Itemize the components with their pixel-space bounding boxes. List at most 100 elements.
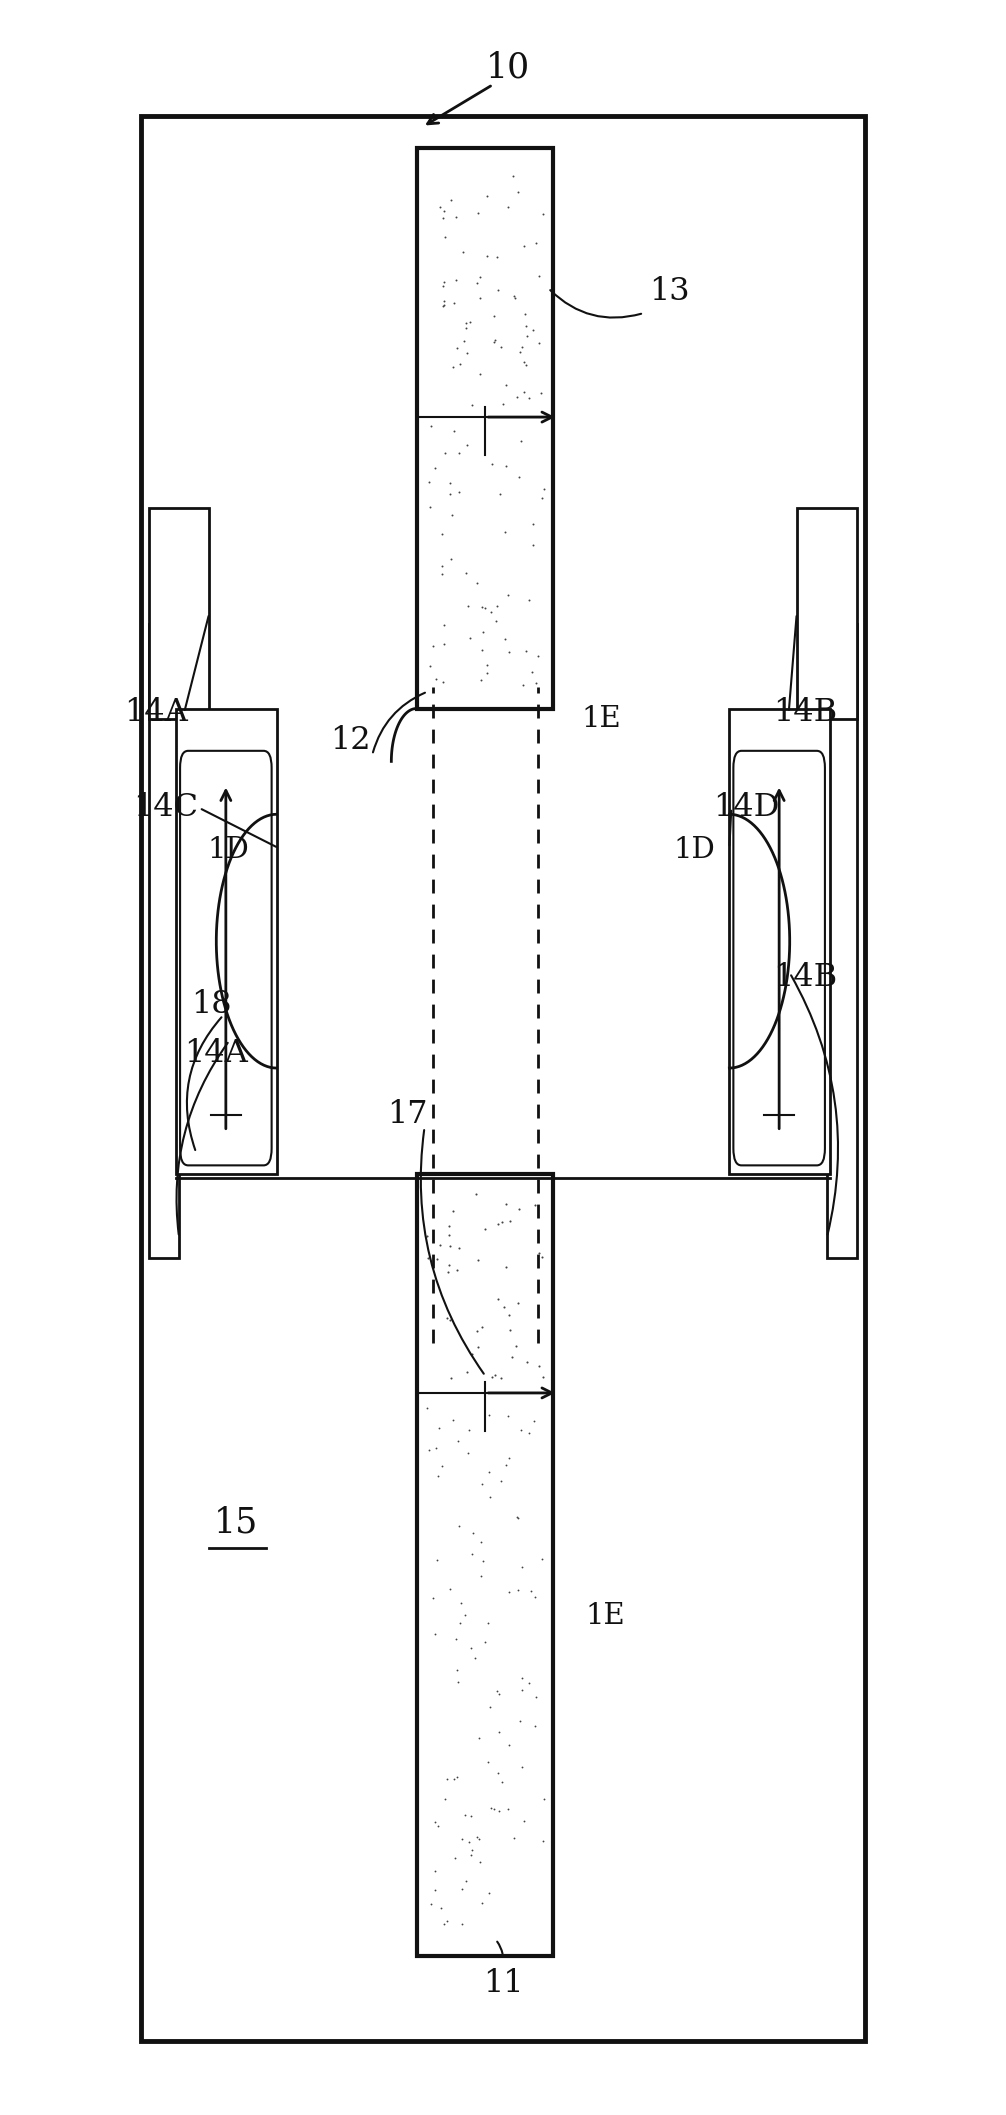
Point [469, 1313, 485, 1347]
Point [516, 1804, 532, 1838]
Point [423, 408, 439, 442]
Point [475, 1544, 491, 1578]
Point [465, 1834, 481, 1868]
Point [481, 1398, 497, 1432]
Point [517, 298, 533, 332]
Point [434, 558, 450, 592]
Point [455, 235, 471, 269]
Point [423, 491, 439, 525]
Point [524, 656, 540, 689]
Text: 1D: 1D [673, 835, 715, 865]
Point [483, 1791, 499, 1825]
Point [496, 1290, 512, 1324]
Point [534, 1542, 550, 1576]
Polygon shape [729, 709, 830, 1174]
Text: 18: 18 [191, 990, 231, 1019]
Point [493, 330, 509, 364]
Point [477, 1212, 493, 1246]
Point [490, 1755, 506, 1789]
Text: 15: 15 [214, 1506, 259, 1540]
Point [514, 1751, 530, 1785]
Point [461, 1436, 477, 1470]
Point [477, 1624, 493, 1658]
Point [467, 1641, 483, 1675]
Point [526, 1404, 542, 1438]
Point [454, 1821, 470, 1855]
Point [473, 664, 489, 698]
Point [512, 1705, 528, 1739]
Point [425, 1582, 441, 1616]
Point [509, 1500, 525, 1533]
Point [424, 1887, 440, 1920]
Point [490, 1206, 506, 1239]
Point [500, 1398, 516, 1432]
Point [491, 1677, 507, 1711]
Point [464, 1337, 480, 1371]
Point [498, 368, 514, 402]
Point [462, 622, 478, 656]
Point [447, 1762, 463, 1796]
Point [453, 1586, 469, 1620]
Point [534, 1239, 550, 1273]
FancyBboxPatch shape [180, 751, 272, 1165]
Point [443, 476, 459, 510]
Point [437, 220, 453, 254]
Point [469, 1821, 485, 1855]
Point [497, 514, 513, 548]
Point [473, 1559, 489, 1593]
Point [429, 1544, 445, 1578]
Point [494, 1766, 510, 1800]
Point [486, 300, 502, 334]
Point [500, 190, 516, 224]
Point [532, 376, 548, 410]
Point [433, 1891, 449, 1925]
Point [450, 332, 466, 366]
Point [434, 518, 450, 552]
Point [429, 662, 445, 696]
Point [450, 1665, 466, 1698]
Point [449, 1760, 465, 1794]
Point [484, 448, 500, 482]
Point [421, 465, 437, 499]
Point [534, 1823, 550, 1857]
Point [495, 387, 511, 421]
Point [432, 1227, 448, 1261]
Point [439, 1762, 455, 1796]
Point [479, 647, 495, 681]
Point [441, 1218, 457, 1252]
Point [436, 264, 452, 298]
Point [498, 1187, 514, 1220]
Point [463, 305, 479, 338]
Point [436, 195, 452, 228]
Point [461, 1825, 477, 1859]
Point [490, 1282, 506, 1316]
Point [505, 159, 521, 192]
Text: 14B: 14B [773, 698, 837, 728]
Point [487, 1358, 503, 1392]
Point [435, 201, 451, 235]
Point [464, 389, 480, 423]
Point [480, 1745, 496, 1779]
Point [501, 1728, 517, 1762]
Point [502, 1313, 518, 1347]
Point [429, 1242, 445, 1275]
Point [516, 374, 532, 408]
Point [492, 478, 508, 512]
Point [440, 1904, 456, 1937]
Point [455, 1872, 471, 1906]
Point [483, 594, 499, 628]
Point [527, 1189, 543, 1222]
Point [510, 1574, 526, 1607]
Point [465, 1538, 481, 1571]
Point [525, 508, 541, 541]
Point [435, 1449, 451, 1483]
Point [502, 1203, 518, 1237]
Point [427, 450, 443, 484]
Point [513, 425, 529, 459]
Point [508, 1328, 524, 1362]
Point [463, 1631, 479, 1665]
Point [458, 307, 474, 341]
Point [445, 1402, 461, 1436]
Point [465, 1516, 481, 1550]
Point [514, 330, 530, 364]
